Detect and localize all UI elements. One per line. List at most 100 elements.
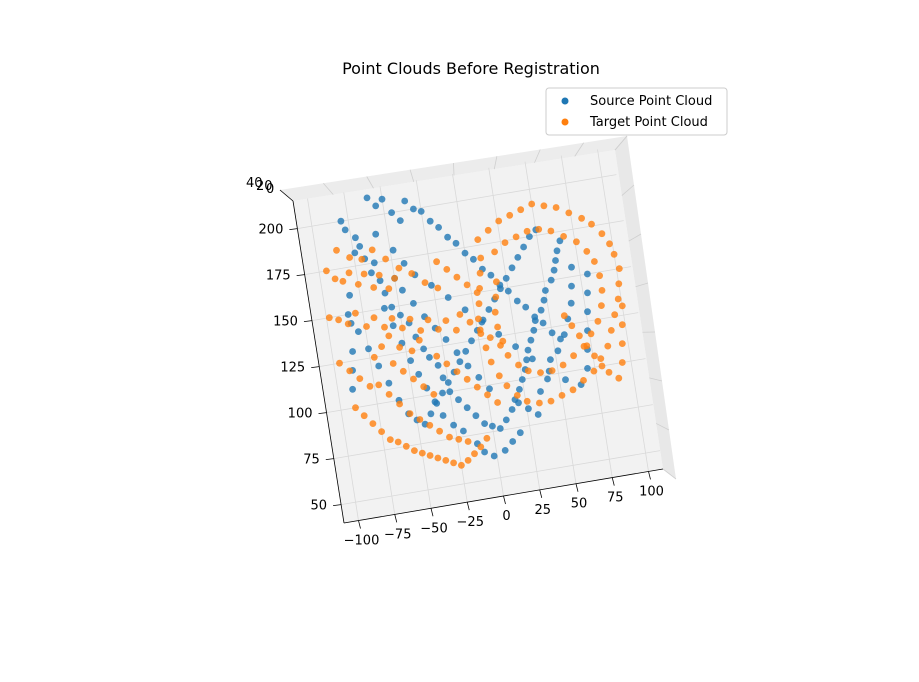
x-tick-mark	[539, 489, 543, 498]
scatter-point	[594, 317, 602, 325]
scatter-point	[439, 389, 446, 397]
y-tick-mark	[311, 366, 320, 368]
x-tick-mark	[430, 508, 434, 517]
scatter-point	[536, 399, 543, 407]
scatter-point	[472, 412, 480, 420]
scatter-point	[504, 287, 512, 295]
scatter-point	[474, 236, 482, 244]
scatter-point	[516, 386, 523, 393]
scatter-point	[496, 425, 504, 432]
scatter-point	[388, 315, 396, 322]
scatter-point	[473, 383, 481, 391]
legend-frame	[545, 87, 728, 136]
scatter-point	[439, 412, 447, 419]
scatter-point	[378, 343, 385, 350]
scatter-point	[557, 335, 564, 343]
scatter-point	[493, 278, 500, 286]
scatter-point	[501, 447, 509, 454]
top-pane-gridline	[323, 182, 334, 195]
scatter-point	[386, 436, 394, 443]
scatter-point	[475, 315, 482, 323]
side-pane-gridline	[662, 468, 677, 480]
scatter-point	[382, 255, 389, 263]
scatter-point	[436, 427, 443, 435]
scatter-point	[497, 342, 504, 349]
scatter-point	[537, 388, 544, 395]
scatter-point	[491, 248, 498, 256]
scatter-point	[444, 379, 452, 386]
x-gridline	[560, 155, 613, 478]
x-tick-mark	[575, 483, 579, 492]
scatter-point	[537, 369, 544, 376]
scatter-point	[552, 204, 560, 211]
scatter-point	[389, 360, 397, 367]
scatter-point	[560, 233, 567, 240]
scatter-point	[462, 347, 470, 355]
scatter-point	[463, 375, 471, 383]
scatter-point	[381, 304, 388, 312]
scatter-point	[524, 346, 532, 354]
x-tick-label: −50	[420, 521, 447, 536]
scatter-point	[399, 324, 406, 332]
scatter-point	[456, 358, 464, 366]
scatter-point	[528, 200, 536, 208]
x-tick-label: −75	[384, 527, 411, 542]
scatter-point	[453, 349, 461, 357]
scatter-point	[378, 428, 385, 435]
chart-title: Point Clouds Before Registration	[342, 59, 600, 78]
scatter-point	[598, 287, 606, 294]
scatter-point	[611, 311, 619, 319]
scatter-point	[618, 340, 626, 347]
scatter-point	[487, 358, 495, 366]
side-pane-gridline	[655, 423, 670, 431]
scatter-point	[569, 386, 577, 394]
y-tick-label: 75	[303, 453, 320, 468]
scatter-point	[427, 410, 435, 418]
scatter-point	[526, 233, 533, 241]
scatter-point	[435, 326, 442, 333]
scatter-point	[516, 429, 524, 437]
scatter-point	[553, 247, 561, 255]
y-tick-label: 50	[311, 499, 328, 514]
scatter-point	[501, 239, 509, 247]
scatter-point	[356, 375, 364, 382]
scatter-point	[481, 420, 488, 427]
scatter-point	[375, 362, 383, 370]
scatter-point	[341, 226, 349, 234]
x-tick-label: 0	[502, 509, 510, 524]
y-tick-label: 175	[266, 269, 291, 284]
scatter-point	[402, 442, 410, 450]
scatter-point	[344, 311, 352, 318]
scatter-point	[443, 266, 451, 273]
scatter-point	[464, 457, 472, 464]
scatter-point	[360, 270, 368, 278]
x-tick-label: 25	[534, 503, 551, 518]
scatter-point	[506, 211, 514, 219]
scatter-point	[370, 259, 378, 267]
scatter-point	[535, 225, 543, 233]
scatter-point	[513, 297, 521, 305]
scatter-point	[460, 427, 467, 435]
scatter-point	[426, 217, 434, 225]
scatter-point	[433, 258, 440, 266]
scatter-point	[615, 265, 623, 272]
scatter-point	[375, 271, 383, 279]
scatter-point	[596, 272, 603, 280]
scatter-point	[370, 284, 378, 291]
scatter-point	[420, 383, 428, 391]
scatter-point	[568, 322, 576, 330]
scatter-point	[407, 357, 414, 364]
scatter-point	[550, 266, 558, 274]
scatter-point	[388, 209, 395, 217]
scatter-point	[584, 289, 591, 297]
scatter-point	[578, 214, 585, 222]
scatter-point	[548, 329, 556, 337]
scatter-point	[410, 300, 417, 307]
scatter-series	[323, 194, 626, 469]
scatter-point	[411, 447, 418, 454]
scatter-point	[395, 264, 403, 272]
y-tick-mark	[325, 458, 334, 460]
x-tick-label: −25	[457, 515, 484, 530]
scatter-point	[527, 336, 535, 344]
